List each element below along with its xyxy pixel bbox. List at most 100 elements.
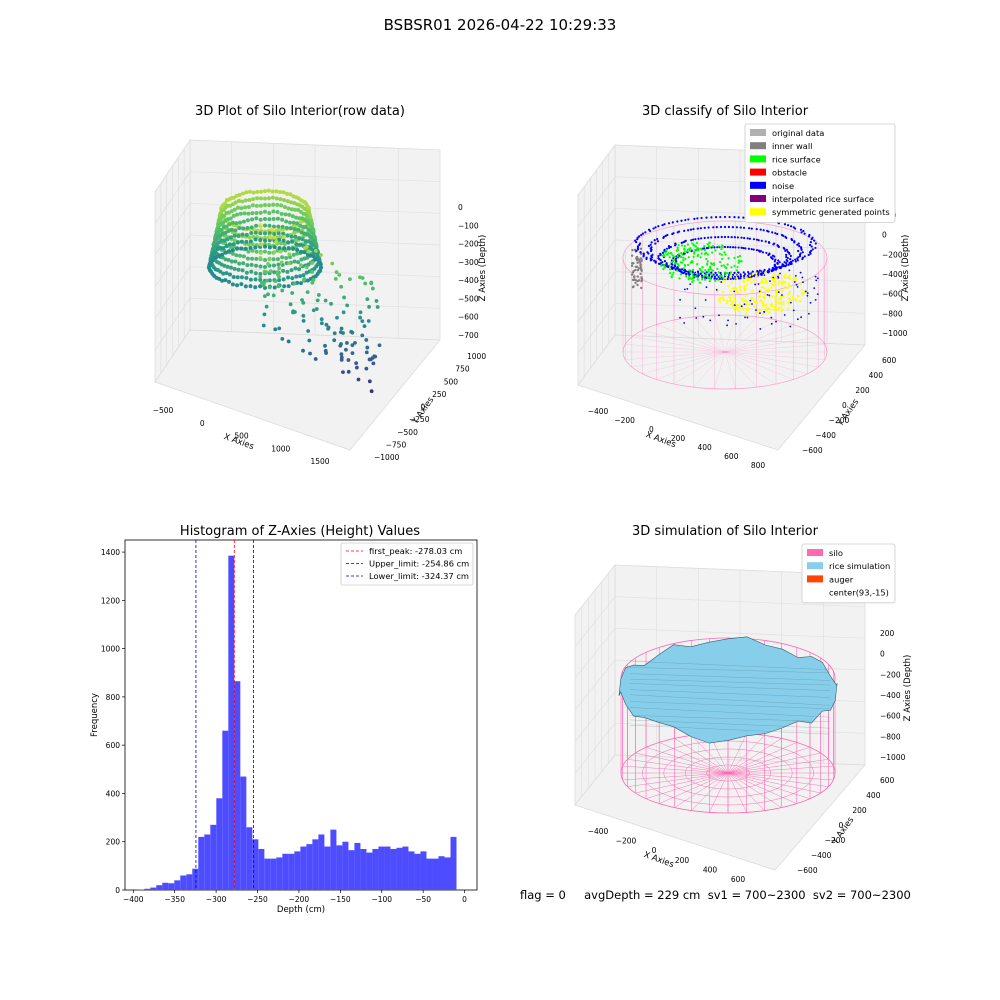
p1-point <box>246 249 251 254</box>
p2-point-inner-wall <box>630 273 634 276</box>
p2-legend-label: inner wall <box>772 141 812 151</box>
p1-point <box>254 203 259 208</box>
p2-point-noise <box>686 288 689 290</box>
p1-point <box>310 261 315 265</box>
p2-point-symmetric <box>771 295 774 298</box>
p2-point-symmetric <box>717 298 720 301</box>
p2-point-symmetric <box>744 298 748 302</box>
p1-point <box>279 211 284 216</box>
p1-point <box>274 239 279 244</box>
p1-point <box>294 274 299 279</box>
p2-point-noise <box>809 301 812 304</box>
p1-point <box>292 227 297 232</box>
p1-point <box>285 233 290 238</box>
p2-point-rice-surface <box>717 245 720 248</box>
p2-point-noise <box>634 239 637 242</box>
p3-hist-bar <box>180 875 187 890</box>
p2-point-noise <box>710 275 714 278</box>
p3-hist-bar <box>282 853 289 890</box>
p1-point <box>214 243 219 248</box>
p2-point-noise <box>759 312 761 315</box>
p2-point-symmetric <box>757 309 760 313</box>
p1-point <box>224 224 229 229</box>
p2-point-noise <box>654 226 657 229</box>
p1-point <box>308 215 313 220</box>
p1-point <box>281 277 286 282</box>
p2-point-noise <box>772 276 775 279</box>
p1-point <box>251 197 256 202</box>
p2-point-symmetric <box>760 285 764 289</box>
p2-point-rice-surface <box>729 271 733 274</box>
p1-point <box>280 288 285 293</box>
p2-point-noise <box>759 228 762 231</box>
p1-point <box>279 260 284 265</box>
p1-point <box>273 279 278 284</box>
p1-point <box>294 215 299 220</box>
p1-point <box>223 230 228 235</box>
p2-silo-floor-line <box>714 315 726 353</box>
p1-point <box>286 240 291 245</box>
p1-point <box>314 307 319 311</box>
p1-point <box>266 188 271 193</box>
p2-point-noise <box>679 298 681 301</box>
p1-point <box>275 272 280 277</box>
p3-hist-bar <box>396 847 403 890</box>
p2-point-symmetric <box>796 294 800 298</box>
p1-point <box>339 357 344 362</box>
p1-point <box>243 284 248 289</box>
p2-point-noise <box>749 299 752 302</box>
p2-point-symmetric <box>786 286 789 290</box>
p4-silo-floor-line <box>727 772 821 794</box>
p1-point <box>229 209 234 214</box>
p2-point-rice-surface <box>714 249 717 252</box>
p1-point <box>272 235 277 240</box>
p1-point <box>263 257 267 262</box>
p1-point <box>249 262 254 267</box>
p2-point-rice-surface <box>727 257 730 260</box>
p2-point-noise <box>726 324 728 327</box>
p2-point-rice-surface <box>705 257 708 261</box>
p2-point-noise <box>746 237 749 240</box>
p2-point-rice-surface <box>705 251 708 255</box>
p2-x-tick-label: 200 <box>671 434 686 443</box>
p2-point-inner-wall <box>637 279 641 282</box>
p2-point-noise <box>771 267 774 270</box>
p2-point-rice-surface <box>693 252 696 255</box>
p2-point-noise <box>791 259 794 262</box>
p2-point-noise <box>710 216 713 219</box>
p1-z-tick-label: −100 <box>458 221 479 230</box>
p1-point <box>266 261 270 266</box>
p2-point-rice-surface <box>676 246 679 249</box>
p1-point <box>278 190 283 195</box>
p2-point-noise <box>739 226 742 229</box>
p1-point <box>241 219 246 224</box>
p2-point-noise <box>756 273 760 276</box>
p4-silo-floor-line <box>727 759 829 774</box>
p2-point-noise <box>742 271 745 274</box>
p2-point-noise <box>733 236 736 239</box>
p4-z-tick-label: −800 <box>880 732 901 741</box>
p2-point-noise <box>731 226 735 229</box>
p1-point <box>310 247 315 252</box>
p3-hist-bar <box>144 888 151 890</box>
p2-point-noise <box>700 216 703 220</box>
p2-point-noise <box>656 237 659 241</box>
p2-point-noise <box>677 230 681 233</box>
p1-point <box>254 210 259 215</box>
p4-silo-floor-line <box>674 772 729 808</box>
p1-point <box>229 259 234 264</box>
p2-point-rice-surface <box>722 264 725 267</box>
p2-point-noise <box>809 252 812 255</box>
p2-silo-floor-line <box>625 344 726 353</box>
p2-point-noise <box>755 309 757 312</box>
p2-legend-swatch <box>750 195 766 202</box>
p1-point <box>235 240 240 245</box>
p2-point-rice-surface <box>677 243 680 247</box>
p2-point-noise <box>802 229 805 233</box>
p2-point-noise <box>704 299 707 301</box>
p2-point-noise <box>766 293 769 296</box>
p2-point-noise <box>683 288 686 291</box>
p1-point <box>319 253 323 257</box>
p1-point <box>276 262 281 267</box>
p2-legend-swatch <box>750 129 766 136</box>
